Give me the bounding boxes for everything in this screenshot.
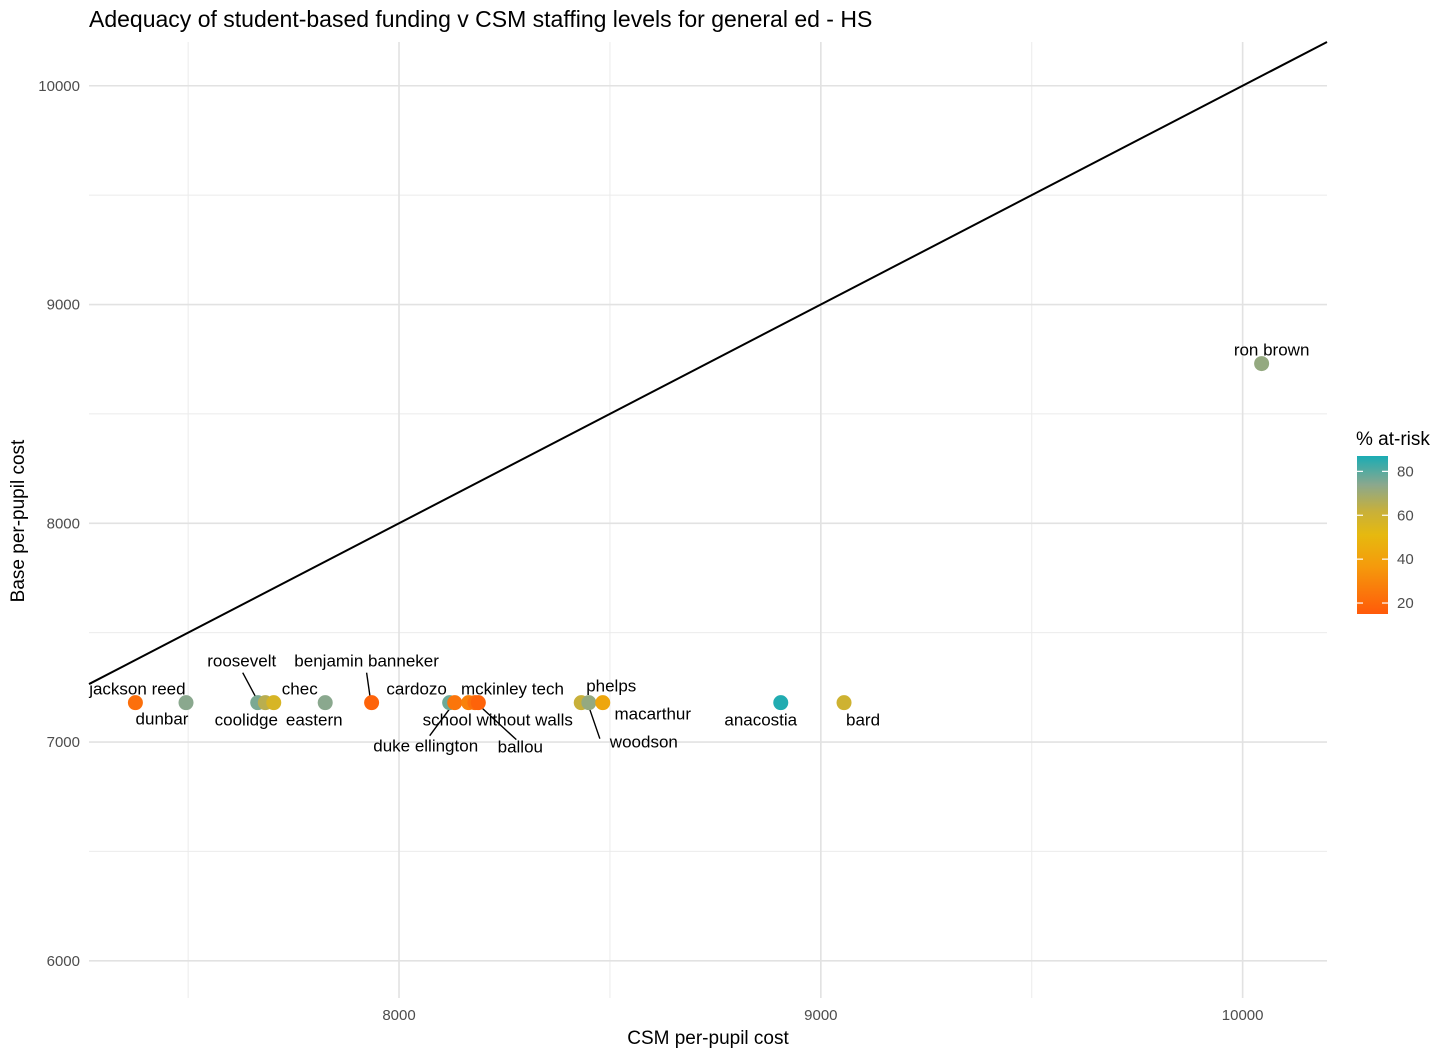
label-benjamin-banneker: benjamin banneker <box>294 652 439 671</box>
label-school-without-walls: school without walls <box>423 711 573 730</box>
point-woodson <box>581 695 597 711</box>
points-layer <box>127 356 1270 711</box>
label-roosevelt: roosevelt <box>207 652 276 671</box>
label-eastern: eastern <box>286 711 343 730</box>
reference-line-layer <box>88 41 1328 685</box>
grid <box>89 42 1327 998</box>
x-axis-ticks: 8000 9000 10000 <box>382 1007 1263 1024</box>
y-tick-label: 9000 <box>47 297 80 314</box>
connector-ballou <box>477 704 517 741</box>
y-axis-title: Base per-pupil cost <box>8 439 29 602</box>
point-dunbar <box>178 695 194 711</box>
connector-woodson <box>588 706 601 739</box>
label-duke-ellington: duke ellington <box>373 737 478 756</box>
y-tick-label: 10000 <box>38 78 80 95</box>
point-duke-ellington <box>447 695 463 711</box>
label-ron-brown: ron brown <box>1234 341 1310 360</box>
y-tick-label: 8000 <box>47 515 80 532</box>
point-chec <box>266 695 282 711</box>
label-phelps: phelps <box>586 677 636 696</box>
label-cardozo: cardozo <box>386 680 446 699</box>
point-ron-brown <box>1254 356 1270 372</box>
label-ballou: ballou <box>498 738 543 757</box>
legend-tick-label: 20 <box>1397 595 1414 612</box>
legend-title: % at-risk <box>1356 429 1430 450</box>
label-woodson: woodson <box>609 733 678 752</box>
chart-title: Adequacy of student-based funding v CSM … <box>89 6 872 32</box>
point-eastern <box>317 695 333 711</box>
point-jackson-reed <box>127 695 143 711</box>
x-tick-label: 10000 <box>1222 1007 1264 1024</box>
point-bard <box>836 695 852 711</box>
legend-tick-label: 60 <box>1397 507 1414 524</box>
label-bard: bard <box>846 711 880 730</box>
label-coolidge: coolidge <box>215 711 278 730</box>
label-macarthur: macarthur <box>614 705 691 724</box>
label-dunbar: dunbar <box>136 710 189 729</box>
label-jackson-reed: jackson reed <box>88 680 185 699</box>
y-tick-label: 6000 <box>47 953 80 970</box>
y-axis-ticks: 6000 7000 8000 9000 10000 <box>38 78 80 970</box>
label-chec: chec <box>282 680 318 699</box>
legend-tick-label: 40 <box>1397 551 1414 568</box>
color-legend: % at-risk 20 40 60 80 <box>1356 429 1430 614</box>
y-tick-label: 7000 <box>47 734 80 751</box>
point-anacostia <box>773 695 789 711</box>
x-axis-title: CSM per-pupil cost <box>627 1028 789 1049</box>
point-benjamin-banneker <box>364 695 380 711</box>
label-mckinley-tech: mckinley tech <box>461 680 564 699</box>
legend-colorbar <box>1357 456 1388 614</box>
point-ballou <box>470 695 486 711</box>
reference-line-y-equals-x <box>88 41 1328 685</box>
legend-ticks: 20 40 60 80 <box>1357 463 1414 612</box>
point-macarthur <box>595 695 611 711</box>
label-anacostia: anacostia <box>724 711 797 730</box>
legend-tick-label: 80 <box>1397 463 1414 480</box>
x-tick-label: 9000 <box>804 1007 837 1024</box>
x-tick-label: 8000 <box>382 1007 415 1024</box>
